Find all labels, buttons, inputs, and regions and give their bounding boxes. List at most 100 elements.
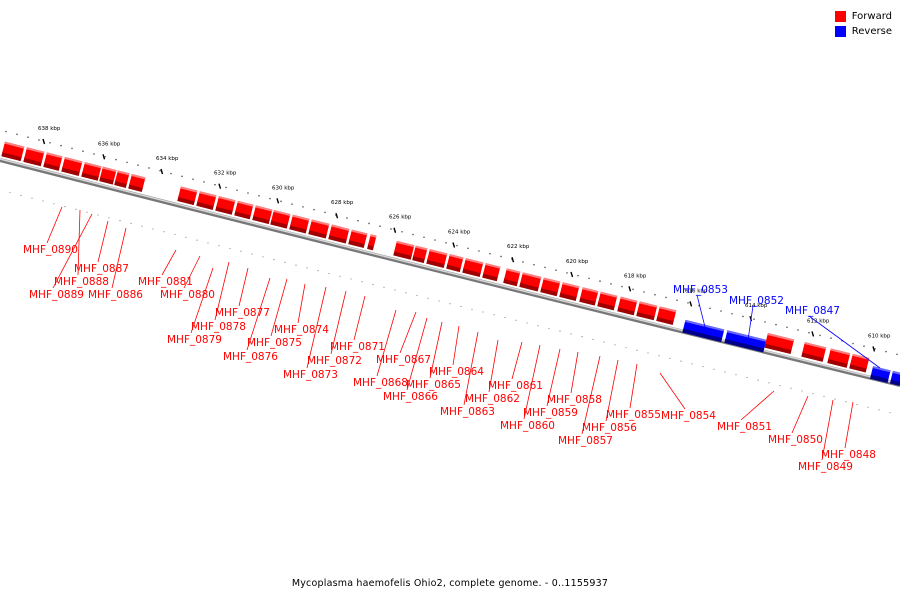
inner-scale-dot <box>735 374 737 376</box>
scale-dot <box>192 178 194 180</box>
scale-dot <box>599 280 601 282</box>
inner-scale-dot <box>339 275 341 277</box>
tick-label: 632 kbp <box>214 171 237 177</box>
inner-scale-dot <box>526 322 528 324</box>
scale-dot <box>445 241 447 244</box>
leader-line <box>183 255 201 289</box>
tick-label: 614 kbp <box>745 303 768 309</box>
inner-scale-dot <box>768 382 770 384</box>
inner-scale-dot <box>724 371 726 373</box>
forward-gene <box>462 258 484 278</box>
leader-line <box>306 286 327 369</box>
scale-dot <box>643 291 645 293</box>
legend-forward-label: Forward <box>851 11 892 22</box>
scale-dot <box>258 194 260 197</box>
scale-dot <box>874 348 876 350</box>
legend-forward: Forward <box>834 9 892 24</box>
gene-label: MHF_0865 <box>406 379 461 391</box>
inner-scale-dot <box>691 363 693 365</box>
scale-dot <box>269 197 271 200</box>
scale-dot <box>60 144 62 147</box>
forward-gene <box>617 296 638 316</box>
tick-label: 616 kbp <box>685 288 708 294</box>
leader-line <box>659 372 686 410</box>
inner-scale-dot <box>658 355 660 357</box>
inner-scale-dot <box>427 297 429 299</box>
forward-gene <box>289 214 310 234</box>
scale-dot <box>126 161 128 164</box>
scale-dot <box>621 285 623 288</box>
map-caption: Mycoplasma haemofelis Ohio2, complete ge… <box>291 578 609 589</box>
inner-scale-dot <box>31 197 33 199</box>
scale-dot <box>544 266 546 269</box>
inner-scale-dot <box>570 333 572 335</box>
scale-tick <box>811 331 815 337</box>
scale-dot <box>16 133 18 136</box>
tick-label: 620 kbp <box>566 259 589 265</box>
scale-dot <box>159 169 161 172</box>
gene-label: MHF_0847 <box>785 305 840 317</box>
scale-dot <box>500 255 502 258</box>
scale-tick <box>393 227 397 233</box>
inner-scale-dot <box>53 203 55 205</box>
scale-dot <box>148 167 150 169</box>
inner-scale-dot <box>185 236 187 238</box>
forward-gene <box>114 170 130 188</box>
scale-dot <box>720 310 722 312</box>
scale-dot <box>467 247 469 250</box>
inner-scale-dot <box>713 368 715 370</box>
gene-label: MHF_0851 <box>717 421 772 433</box>
scale-dot <box>346 217 348 219</box>
forward-gene <box>579 287 599 306</box>
scale-tick <box>872 346 876 352</box>
inner-scale-dot <box>889 411 891 414</box>
inner-scale-dot <box>9 191 11 194</box>
scale-dot <box>489 252 491 255</box>
forward-gene <box>636 301 658 321</box>
inner-scale-dot <box>119 219 121 222</box>
forward-gene <box>540 277 561 297</box>
scale-tick <box>335 212 339 219</box>
leader-line <box>46 206 63 244</box>
gene-label: MHF_0872 <box>307 355 362 367</box>
scale-dot <box>5 130 7 133</box>
inner-scale-dot <box>372 283 374 286</box>
leader-line <box>511 341 523 380</box>
gene-label: MHF_0888 <box>54 276 109 288</box>
inner-scale-dot <box>779 384 781 387</box>
inner-scale-dot <box>581 336 583 338</box>
inner-scale-dot <box>416 294 418 297</box>
leader-line <box>246 277 271 351</box>
inner-scale-dot <box>438 300 440 302</box>
forward-gene <box>270 209 291 229</box>
inner-scale-dot <box>636 349 638 351</box>
leader-line <box>214 261 230 321</box>
leader-line <box>747 305 754 341</box>
scale-dot <box>115 158 117 161</box>
scale-dot <box>456 244 458 247</box>
inner-scale-dot <box>856 403 858 406</box>
forward-gene <box>656 306 677 325</box>
inner-scale-dot <box>196 239 198 241</box>
scale-dot <box>423 236 425 239</box>
inner-scale-dot <box>141 225 143 227</box>
inner-scale-dot <box>460 305 462 308</box>
leader-line <box>52 213 93 289</box>
inner-scale-dot <box>97 214 99 216</box>
scale-dot <box>819 334 821 337</box>
scale-dot <box>522 261 524 263</box>
leader-line <box>791 395 809 434</box>
tick-label: 636 kbp <box>98 141 121 147</box>
gene-label: MHF_0887 <box>74 263 129 275</box>
leader-line <box>270 278 288 337</box>
scale-dot <box>797 329 799 331</box>
leader-line <box>570 351 579 394</box>
scale-tick <box>218 183 222 189</box>
scale-dot <box>665 296 667 299</box>
inner-scale-dot <box>625 346 627 349</box>
scale-dot <box>577 274 579 277</box>
leader-line <box>629 363 638 409</box>
inner-scale-dot <box>64 205 66 208</box>
inner-scale-dot <box>163 231 165 233</box>
forward-gene <box>234 200 254 220</box>
